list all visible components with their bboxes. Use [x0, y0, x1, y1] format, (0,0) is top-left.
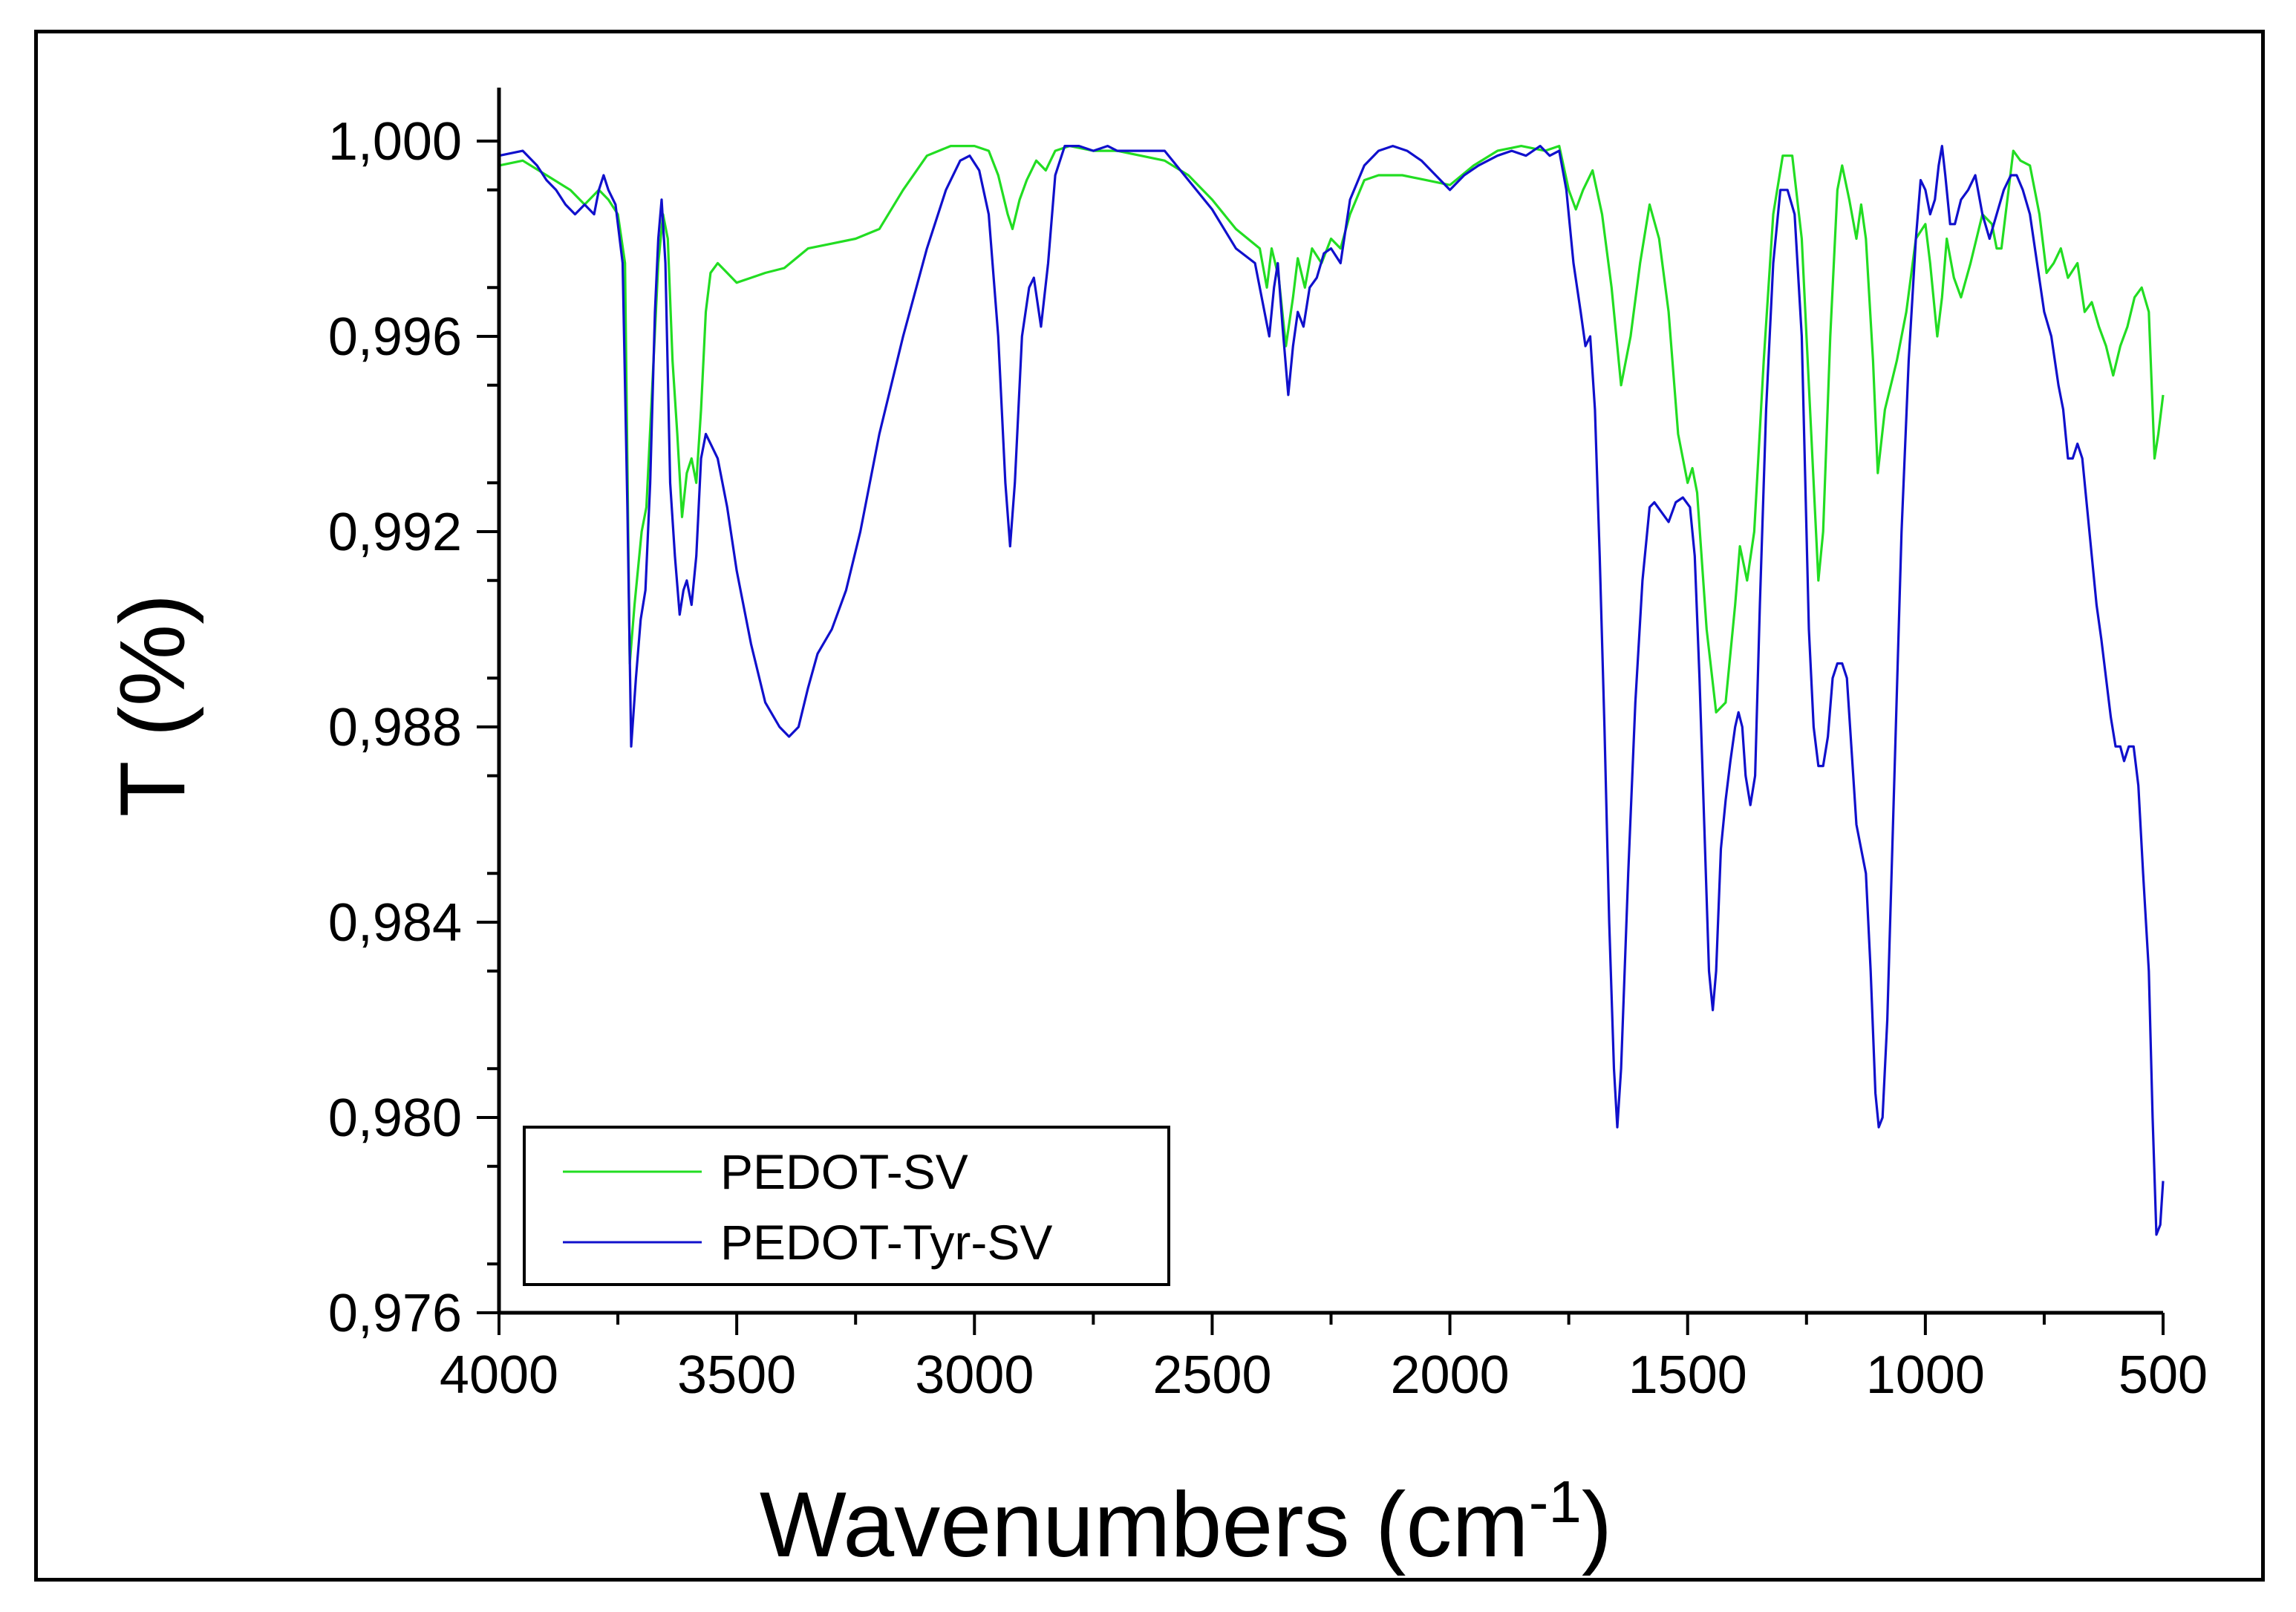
- legend-label-pedot-sv: PEDOT-SV: [720, 1144, 968, 1199]
- x-tick-label: 2000: [1390, 1345, 1509, 1405]
- x-axis-title: Wavenumbers (cm-1): [760, 1469, 1612, 1576]
- y-tick-label: 0,992: [328, 503, 462, 562]
- x-tick-label: 2500: [1152, 1345, 1271, 1405]
- series-line-pedot-sv: [498, 145, 2165, 714]
- legend: PEDOT-SV PEDOT-Tyr-SV: [523, 1126, 1170, 1286]
- legend-label-pedot-tyr-sv: PEDOT-Tyr-SV: [720, 1215, 1052, 1270]
- y-axis-title: T (%): [102, 594, 204, 818]
- x-tick-label: 1500: [1628, 1345, 1747, 1405]
- x-tick-label: 4000: [440, 1345, 558, 1405]
- x-tick-label: 3000: [915, 1345, 1034, 1405]
- y-tick-label: 0,996: [328, 307, 462, 367]
- y-tick-label: 0,988: [328, 698, 462, 757]
- figure-frame: [34, 30, 2265, 1582]
- x-tick-label: 500: [2119, 1345, 2208, 1405]
- series-line-pedot-tyr-sv: [498, 145, 2165, 1236]
- x-tick-label: 1000: [1866, 1345, 1985, 1405]
- y-tick-label: 1,000: [328, 112, 462, 172]
- x-tick-label: 3500: [677, 1345, 796, 1405]
- plot-series: [498, 145, 2165, 1236]
- legend-box: [523, 1126, 1170, 1286]
- y-tick-label: 0,984: [328, 893, 462, 953]
- y-tick-label: 0,976: [328, 1284, 462, 1343]
- y-tick-label: 0,980: [328, 1089, 462, 1148]
